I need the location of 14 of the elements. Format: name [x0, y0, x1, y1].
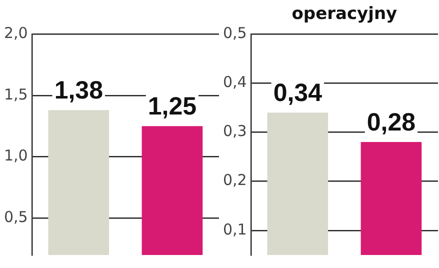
y-tick-label: 1,5: [4, 85, 28, 104]
data-label: 0,34: [273, 78, 322, 107]
y-tick-label: 2,0: [4, 24, 28, 42]
y-tick-label: 0,3: [222, 122, 247, 140]
y-tick-label: 0,2: [222, 171, 247, 190]
y-tick-label: 0,4: [222, 73, 247, 91]
chart-title: operacyjny: [292, 4, 398, 24]
data-label: 0,28: [366, 108, 416, 136]
y-tick-label: 0,1: [222, 220, 247, 238]
data-label: 1,38: [54, 76, 104, 105]
data-label: 1,25: [148, 92, 197, 120]
y-tick-label: 0,5: [222, 24, 247, 42]
y-tick-label: 0,5: [4, 208, 28, 226]
y-tick-label: 1,0: [4, 146, 28, 165]
